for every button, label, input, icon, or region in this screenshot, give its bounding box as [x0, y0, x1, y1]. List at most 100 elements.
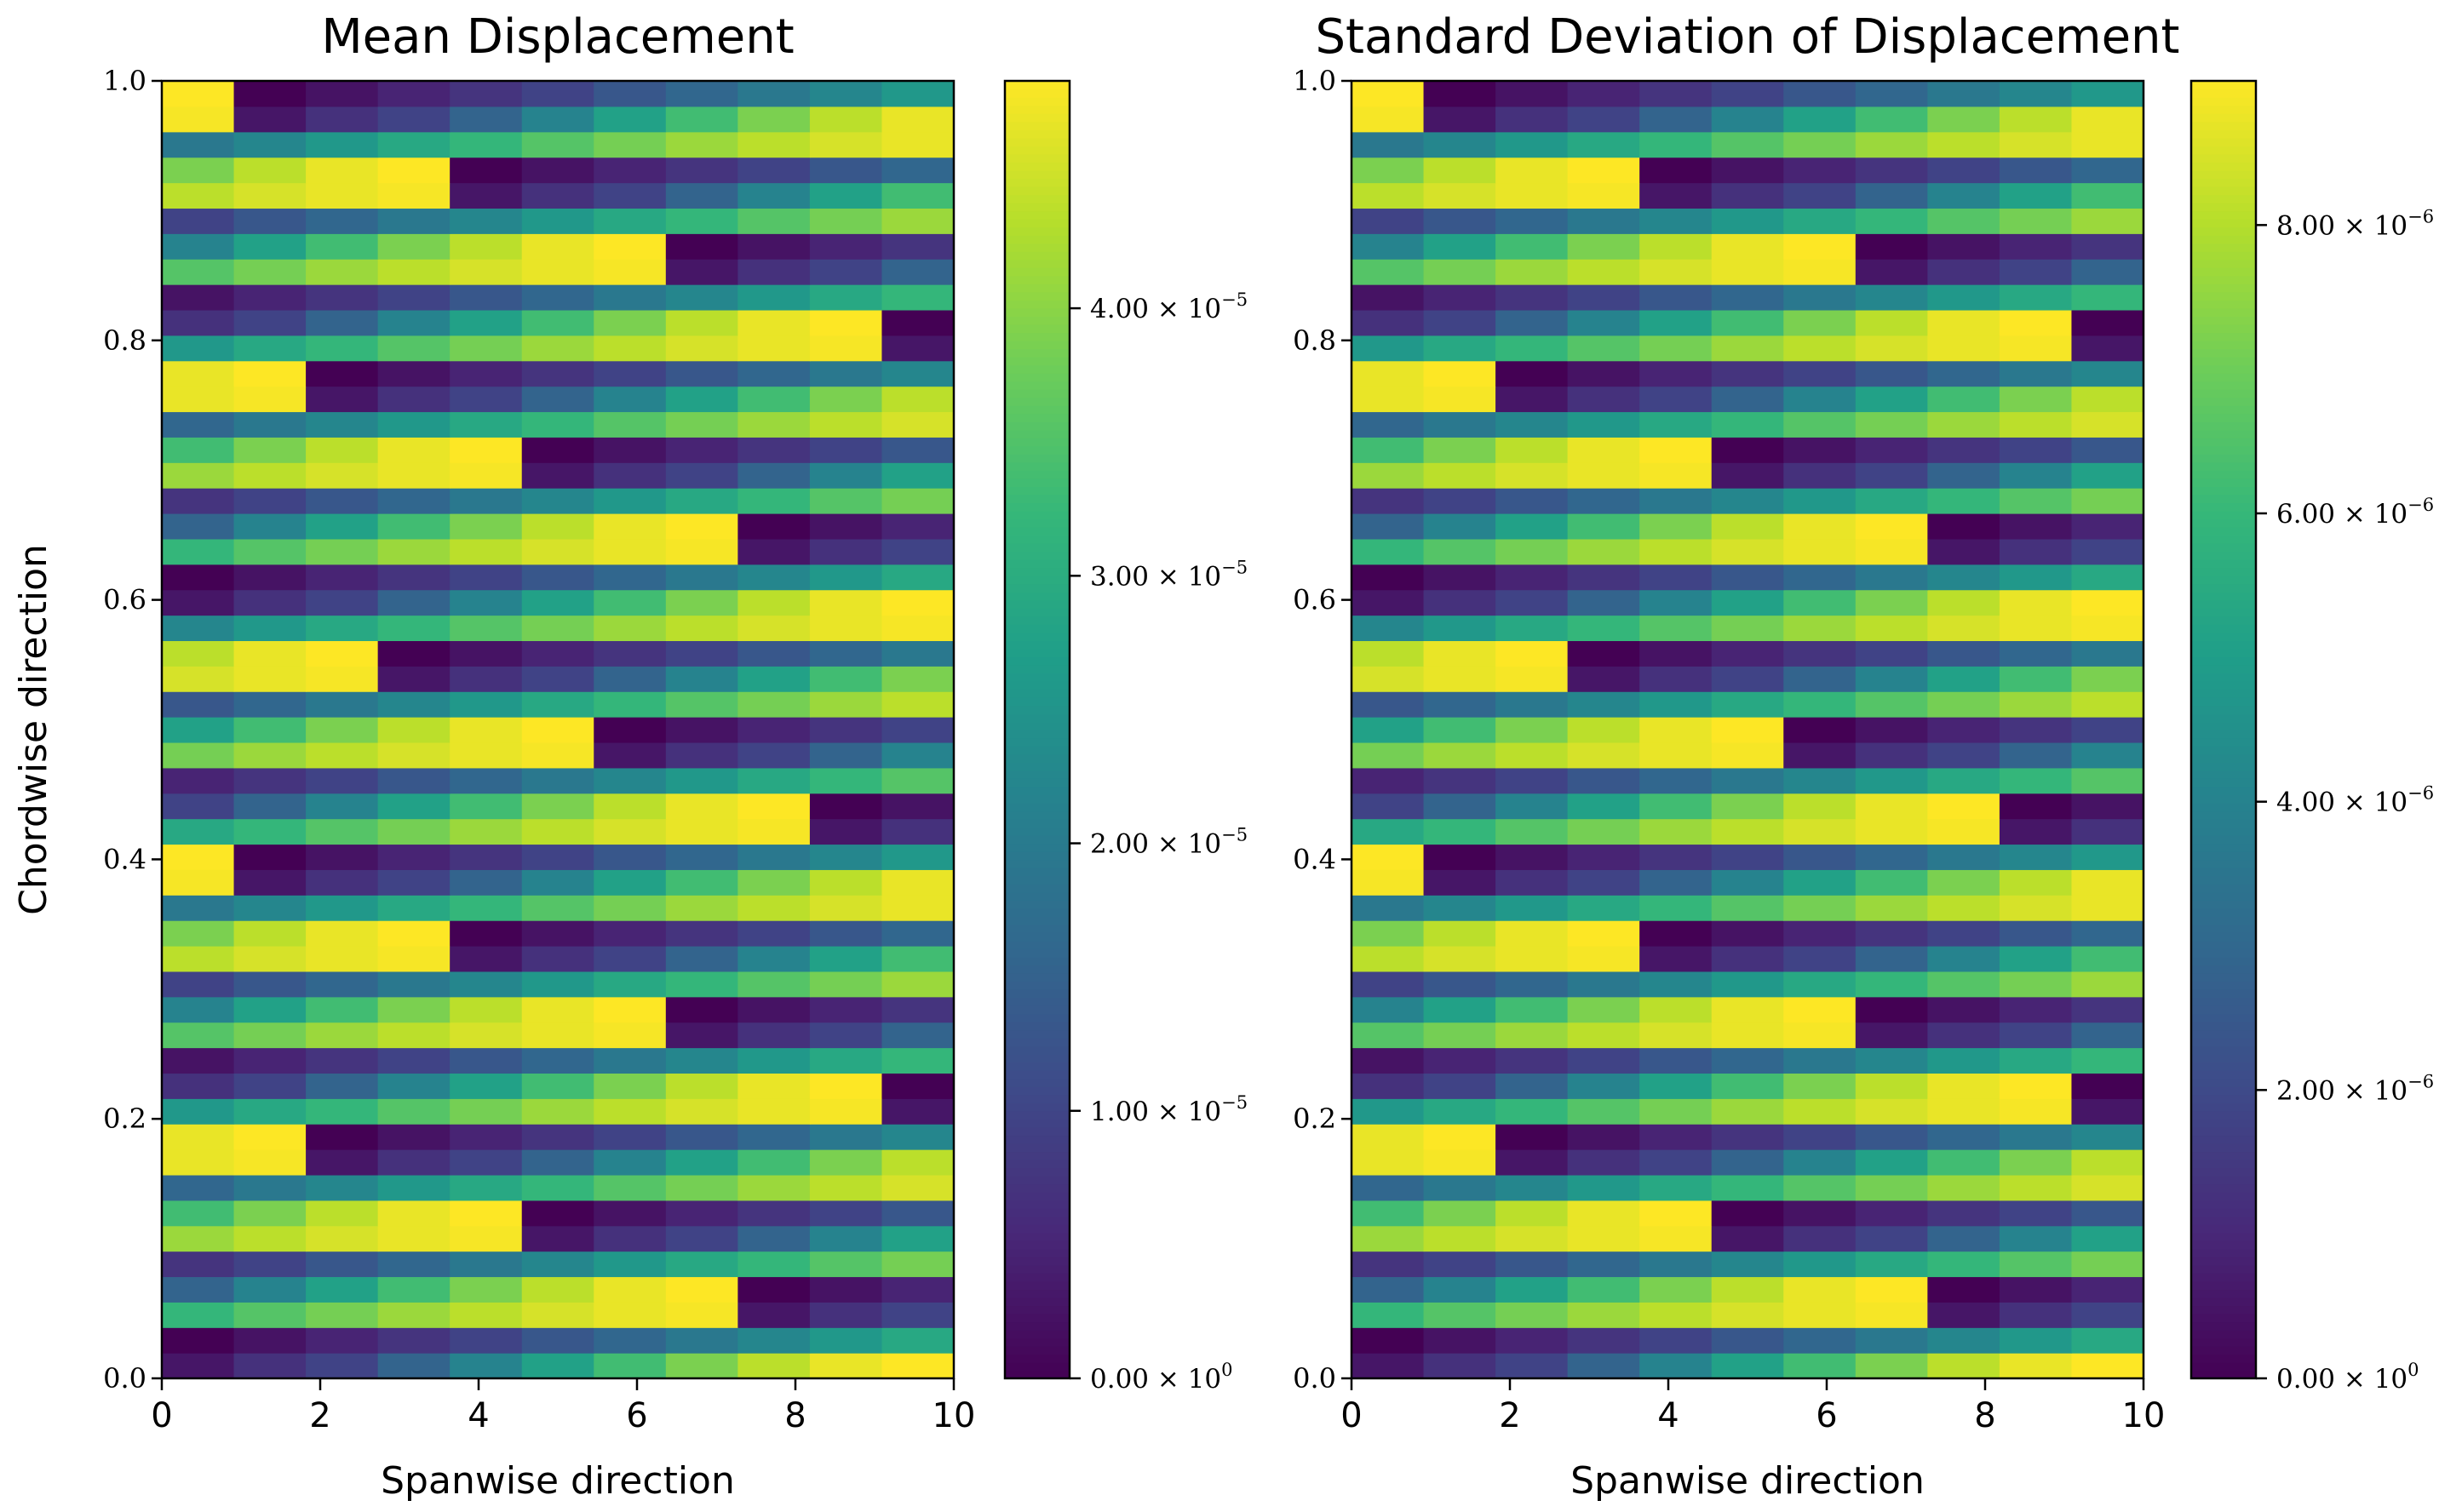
colorbar-segment [1005, 648, 1070, 658]
heatmap-cell [737, 717, 811, 743]
heatmap-cell [1423, 182, 1496, 209]
colorbar-segment [1005, 300, 1070, 309]
heatmap-cell [1927, 157, 2000, 184]
heatmap-cell [521, 1251, 594, 1278]
heatmap-cell [1783, 131, 1857, 158]
heatmap-cell [450, 437, 523, 463]
colorbar-segment [1005, 1232, 1070, 1241]
heatmap-cell [521, 462, 594, 489]
heatmap-cell [2071, 488, 2144, 514]
colorbar-segment [2191, 275, 2256, 284]
heatmap-cell [1352, 411, 1425, 438]
heatmap-cell [1711, 411, 1784, 438]
colorbar-segment [2191, 713, 2256, 723]
heatmap-cell [450, 1302, 523, 1328]
heatmap-cell [1567, 462, 1640, 489]
heatmap-cell [594, 1327, 667, 1354]
heatmap-cell [1567, 691, 1640, 718]
y-tick-label: 0.0 [103, 1362, 146, 1395]
heatmap-cell [1567, 538, 1640, 565]
colorbar-segment [1005, 438, 1070, 447]
colorbar-frame [2189, 79, 2258, 1380]
y-tick-label: 1.0 [103, 65, 146, 97]
heatmap-cell [450, 462, 523, 489]
heatmap-cell [162, 386, 235, 413]
heatmap-cell [377, 1327, 451, 1354]
colorbar-segment [2191, 730, 2256, 739]
heatmap-cell [1423, 360, 1496, 387]
heatmap-cell [233, 869, 307, 896]
colorbar-segment [2191, 381, 2256, 390]
heatmap-cell [2071, 106, 2144, 133]
colorbar-segment [1005, 169, 1070, 180]
colorbar-segment [1005, 956, 1070, 966]
heatmap-cell [809, 1047, 883, 1074]
heatmap-cell [737, 640, 811, 667]
heatmap-cell [1423, 437, 1496, 463]
heatmap-cell [306, 971, 379, 998]
heatmap-cell [1927, 309, 2000, 336]
colorbar-segment [2191, 891, 2256, 901]
heatmap-cell [1783, 411, 1857, 438]
heatmap-cell [306, 386, 379, 413]
colorbar-segment [2191, 746, 2256, 755]
heatmap-cell [233, 1098, 307, 1125]
heatmap-cell [162, 1022, 235, 1049]
heatmap-cell [1639, 946, 1713, 972]
heatmap-cell [1639, 869, 1713, 896]
heatmap-cell [1567, 1174, 1640, 1201]
colorbar-segment [2191, 1143, 2256, 1153]
heatmap-cell [881, 564, 955, 591]
colorbar-segment [1005, 1054, 1070, 1063]
heatmap-cell [521, 182, 594, 209]
heatmap-cell [1783, 869, 1857, 896]
heatmap-cell [1999, 793, 2073, 820]
heatmap-cell [1999, 717, 2073, 743]
heatmap-cell [1855, 1022, 1928, 1049]
heatmap-cell [737, 1251, 811, 1278]
heatmap-cell [162, 1327, 235, 1354]
heatmap-cell [665, 208, 738, 234]
heatmap-cell [737, 131, 811, 158]
heatmap-cell [1639, 1098, 1713, 1125]
heatmap-cell [521, 284, 594, 311]
heatmap-cell [1639, 1200, 1713, 1227]
heatmap-cell [809, 309, 883, 336]
heatmap-cell [1495, 1098, 1569, 1125]
heatmap-cell [1639, 767, 1713, 794]
heatmap-cell [594, 233, 667, 260]
heatmap-cell [162, 157, 235, 184]
heatmap-cell [1927, 640, 2000, 667]
heatmap-cell [521, 844, 594, 870]
heatmap-cell [1855, 386, 1928, 413]
heatmap-cell [1352, 1149, 1425, 1176]
heatmap-cell [233, 767, 307, 794]
heatmap-cell [521, 81, 594, 107]
colorbar-segment [1005, 421, 1070, 431]
heatmap-cell [521, 538, 594, 565]
heatmap-cell [809, 767, 883, 794]
heatmap-cell [306, 1302, 379, 1328]
heatmap-cell [306, 462, 379, 489]
heatmap-cell [594, 386, 667, 413]
colorbar-segment [1005, 875, 1070, 885]
heatmap-cell [1855, 615, 1928, 642]
heatmap-cell [450, 793, 523, 820]
heatmap-cell [737, 1225, 811, 1252]
heatmap-cell [521, 1302, 594, 1328]
heatmap-cell [1639, 691, 1713, 718]
heatmap-cell [665, 513, 738, 540]
heatmap-cell [450, 1276, 523, 1303]
heatmap-cell [1711, 437, 1784, 463]
heatmap-cell [233, 996, 307, 1023]
heatmap-cell [521, 666, 594, 692]
colorbar-segment [2191, 454, 2256, 463]
colorbar-segment [1005, 454, 1070, 463]
heatmap-cell [665, 589, 738, 616]
heatmap-cell [233, 462, 307, 489]
heatmap-cell [1495, 1200, 1569, 1227]
colorbar-segment [2191, 1110, 2256, 1120]
heatmap-cell [881, 793, 955, 820]
heatmap-cell [737, 360, 811, 387]
heatmap-cell [1352, 1225, 1425, 1252]
